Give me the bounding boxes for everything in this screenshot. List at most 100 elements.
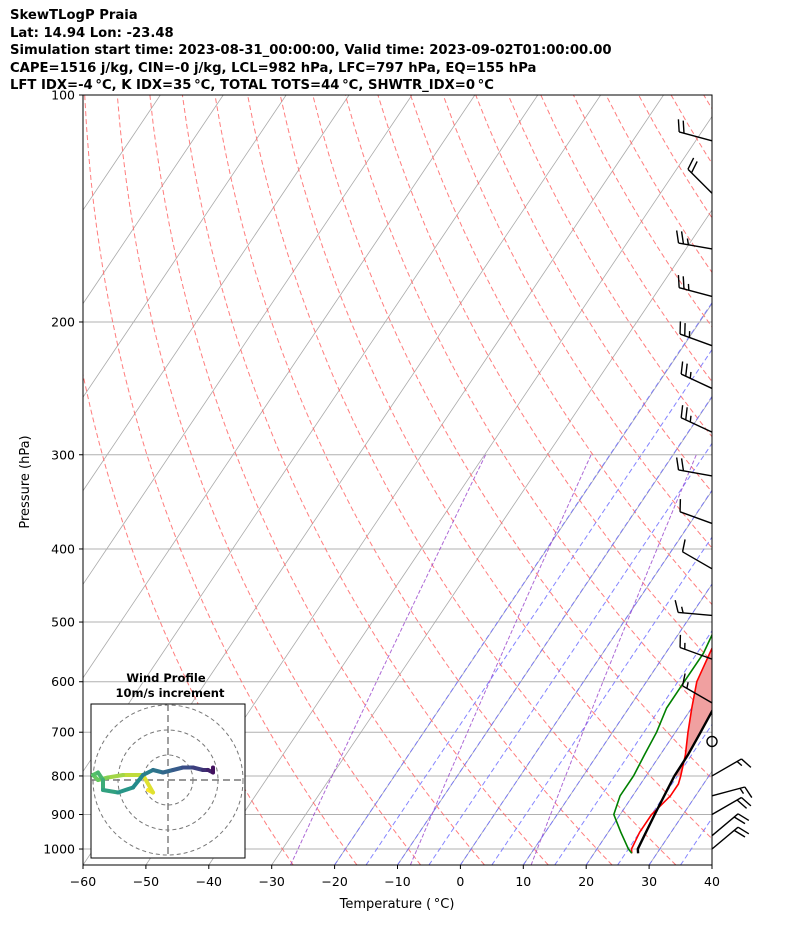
x-tick-label: −10 <box>384 874 410 889</box>
dry-adiabat-line <box>638 95 712 219</box>
dry-adiabat-line <box>540 95 712 383</box>
isotherm-line <box>334 302 712 865</box>
y-tick-label: 800 <box>51 768 75 783</box>
dry-adiabat-line <box>149 95 485 865</box>
y-axis-ticks: 1000 900 800 700 600 500 400 300 200 100 <box>43 88 83 857</box>
wind-barb <box>677 119 713 142</box>
profile-lines <box>612 633 712 854</box>
wind-barb <box>711 813 750 837</box>
wind-barb <box>687 157 713 194</box>
x-axis-ticks: −60 −50 −40 −30 −20 −10 0 10 20 30 40 <box>70 865 720 889</box>
dry-adiabat-line <box>181 95 549 865</box>
dry-adiabat-line <box>247 95 677 865</box>
isotherm-line <box>271 209 712 865</box>
isotherm-line <box>711 864 712 865</box>
y-tick-label: 400 <box>51 541 75 556</box>
wind-barb <box>681 539 713 570</box>
x-tick-label: 30 <box>641 874 657 889</box>
dry-adiabat-line <box>442 95 712 549</box>
isotherm-line <box>83 95 224 305</box>
isotherm-line <box>208 115 712 865</box>
dry-adiabat-line <box>84 95 358 865</box>
moist-adiabat-line <box>365 348 712 865</box>
moist-adiabat-line <box>680 817 712 865</box>
y-tick-label: 700 <box>51 725 75 740</box>
hodograph-trace <box>141 773 155 795</box>
moist-adiabat-line <box>334 301 712 865</box>
isotherm-line <box>522 583 712 865</box>
x-tick-label: −20 <box>321 874 347 889</box>
wind-barb <box>675 230 713 250</box>
mixing-ratio-line <box>530 454 697 865</box>
y-tick-label: 900 <box>51 807 75 822</box>
wind-barb <box>711 758 752 777</box>
wind-barb <box>711 796 752 816</box>
x-axis-label: Temperature ( °C) <box>339 897 455 912</box>
dry-adiabat-line <box>312 95 712 780</box>
moist-adiabat-line <box>428 442 712 865</box>
mixing-ratio-line <box>290 454 487 865</box>
moist-adiabat-line <box>397 395 712 865</box>
moist-adiabat-line <box>648 770 712 865</box>
wind-barb <box>675 457 713 477</box>
dry-adiabat-line <box>83 372 294 865</box>
y-tick-label: 300 <box>51 447 75 462</box>
x-tick-label: 10 <box>515 874 531 889</box>
location-line: Lat: 14.94 Lon: -23.48 <box>10 25 174 41</box>
x-tick-label: 0 <box>456 874 464 889</box>
dewpoint-line <box>612 633 712 854</box>
wind-barb <box>680 405 713 433</box>
dry-adiabat-line <box>703 95 712 110</box>
isotherm-line <box>83 95 476 679</box>
moist-adiabat-line <box>554 629 712 865</box>
cape-line: CAPE=1516 j/kg, CIN=-0 j/kg, LCL=982 hPa… <box>10 60 537 76</box>
wind-barb <box>679 321 713 347</box>
moist-adiabat-line <box>459 489 712 865</box>
mixing-ratio-line <box>409 454 592 865</box>
x-tick-label: −40 <box>196 874 222 889</box>
temperature-line <box>630 646 712 854</box>
hodograph-trace <box>131 773 145 790</box>
time-line: Simulation start time: 2023-08-31_00:00:… <box>10 43 612 58</box>
cape-cin-shading <box>674 648 712 776</box>
moist-adiabat-line <box>522 583 712 865</box>
wind-barb <box>677 274 713 298</box>
y-tick-label: 600 <box>51 674 75 689</box>
chart-title: SkewTLogP Praia <box>10 8 138 23</box>
wind-barb <box>711 826 750 850</box>
isotherm-line <box>397 396 712 865</box>
wind-barb <box>711 786 753 798</box>
y-tick-label: 200 <box>51 314 75 329</box>
hodograph: Wind Profile 10m/s increment <box>90 671 246 859</box>
wind-barb <box>706 735 718 748</box>
dry-adiabat-line <box>507 95 712 438</box>
wind-barb <box>680 361 713 390</box>
moist-adiabat-line <box>585 676 712 865</box>
isotherm-line <box>83 95 413 586</box>
hodograph-title: Wind Profile <box>126 671 206 685</box>
wind-barb <box>679 634 713 660</box>
x-tick-label: −50 <box>133 874 159 889</box>
wind-barb <box>681 673 713 704</box>
moist-adiabat-line <box>491 536 712 865</box>
chart-header: SkewTLogP Praia Lat: 14.94 Lon: -23.48 S… <box>10 7 612 95</box>
moist-adiabat-line <box>711 864 712 865</box>
isotherm-line <box>83 95 287 398</box>
dry-adiabat-line <box>475 95 712 493</box>
hodograph-trace <box>116 785 135 795</box>
wind-barb <box>674 599 713 617</box>
x-tick-label: −60 <box>70 874 96 889</box>
y-tick-label: 500 <box>51 615 75 630</box>
dry-adiabat-line <box>410 95 712 606</box>
background-lines <box>83 95 712 865</box>
y-tick-label: 100 <box>51 88 75 103</box>
parcel-line <box>636 708 712 854</box>
hodograph-subtitle: 10m/s increment <box>116 686 225 700</box>
y-tick-label: 1000 <box>43 842 75 857</box>
wind-barbs <box>674 119 753 850</box>
hodograph-trace <box>101 788 120 795</box>
dry-adiabat-line <box>572 95 712 328</box>
hodograph-trace <box>106 773 125 780</box>
indices-line: LFT IDX=-4 °C, K IDX=35 °C, TOTAL TOTS=4… <box>10 78 494 93</box>
